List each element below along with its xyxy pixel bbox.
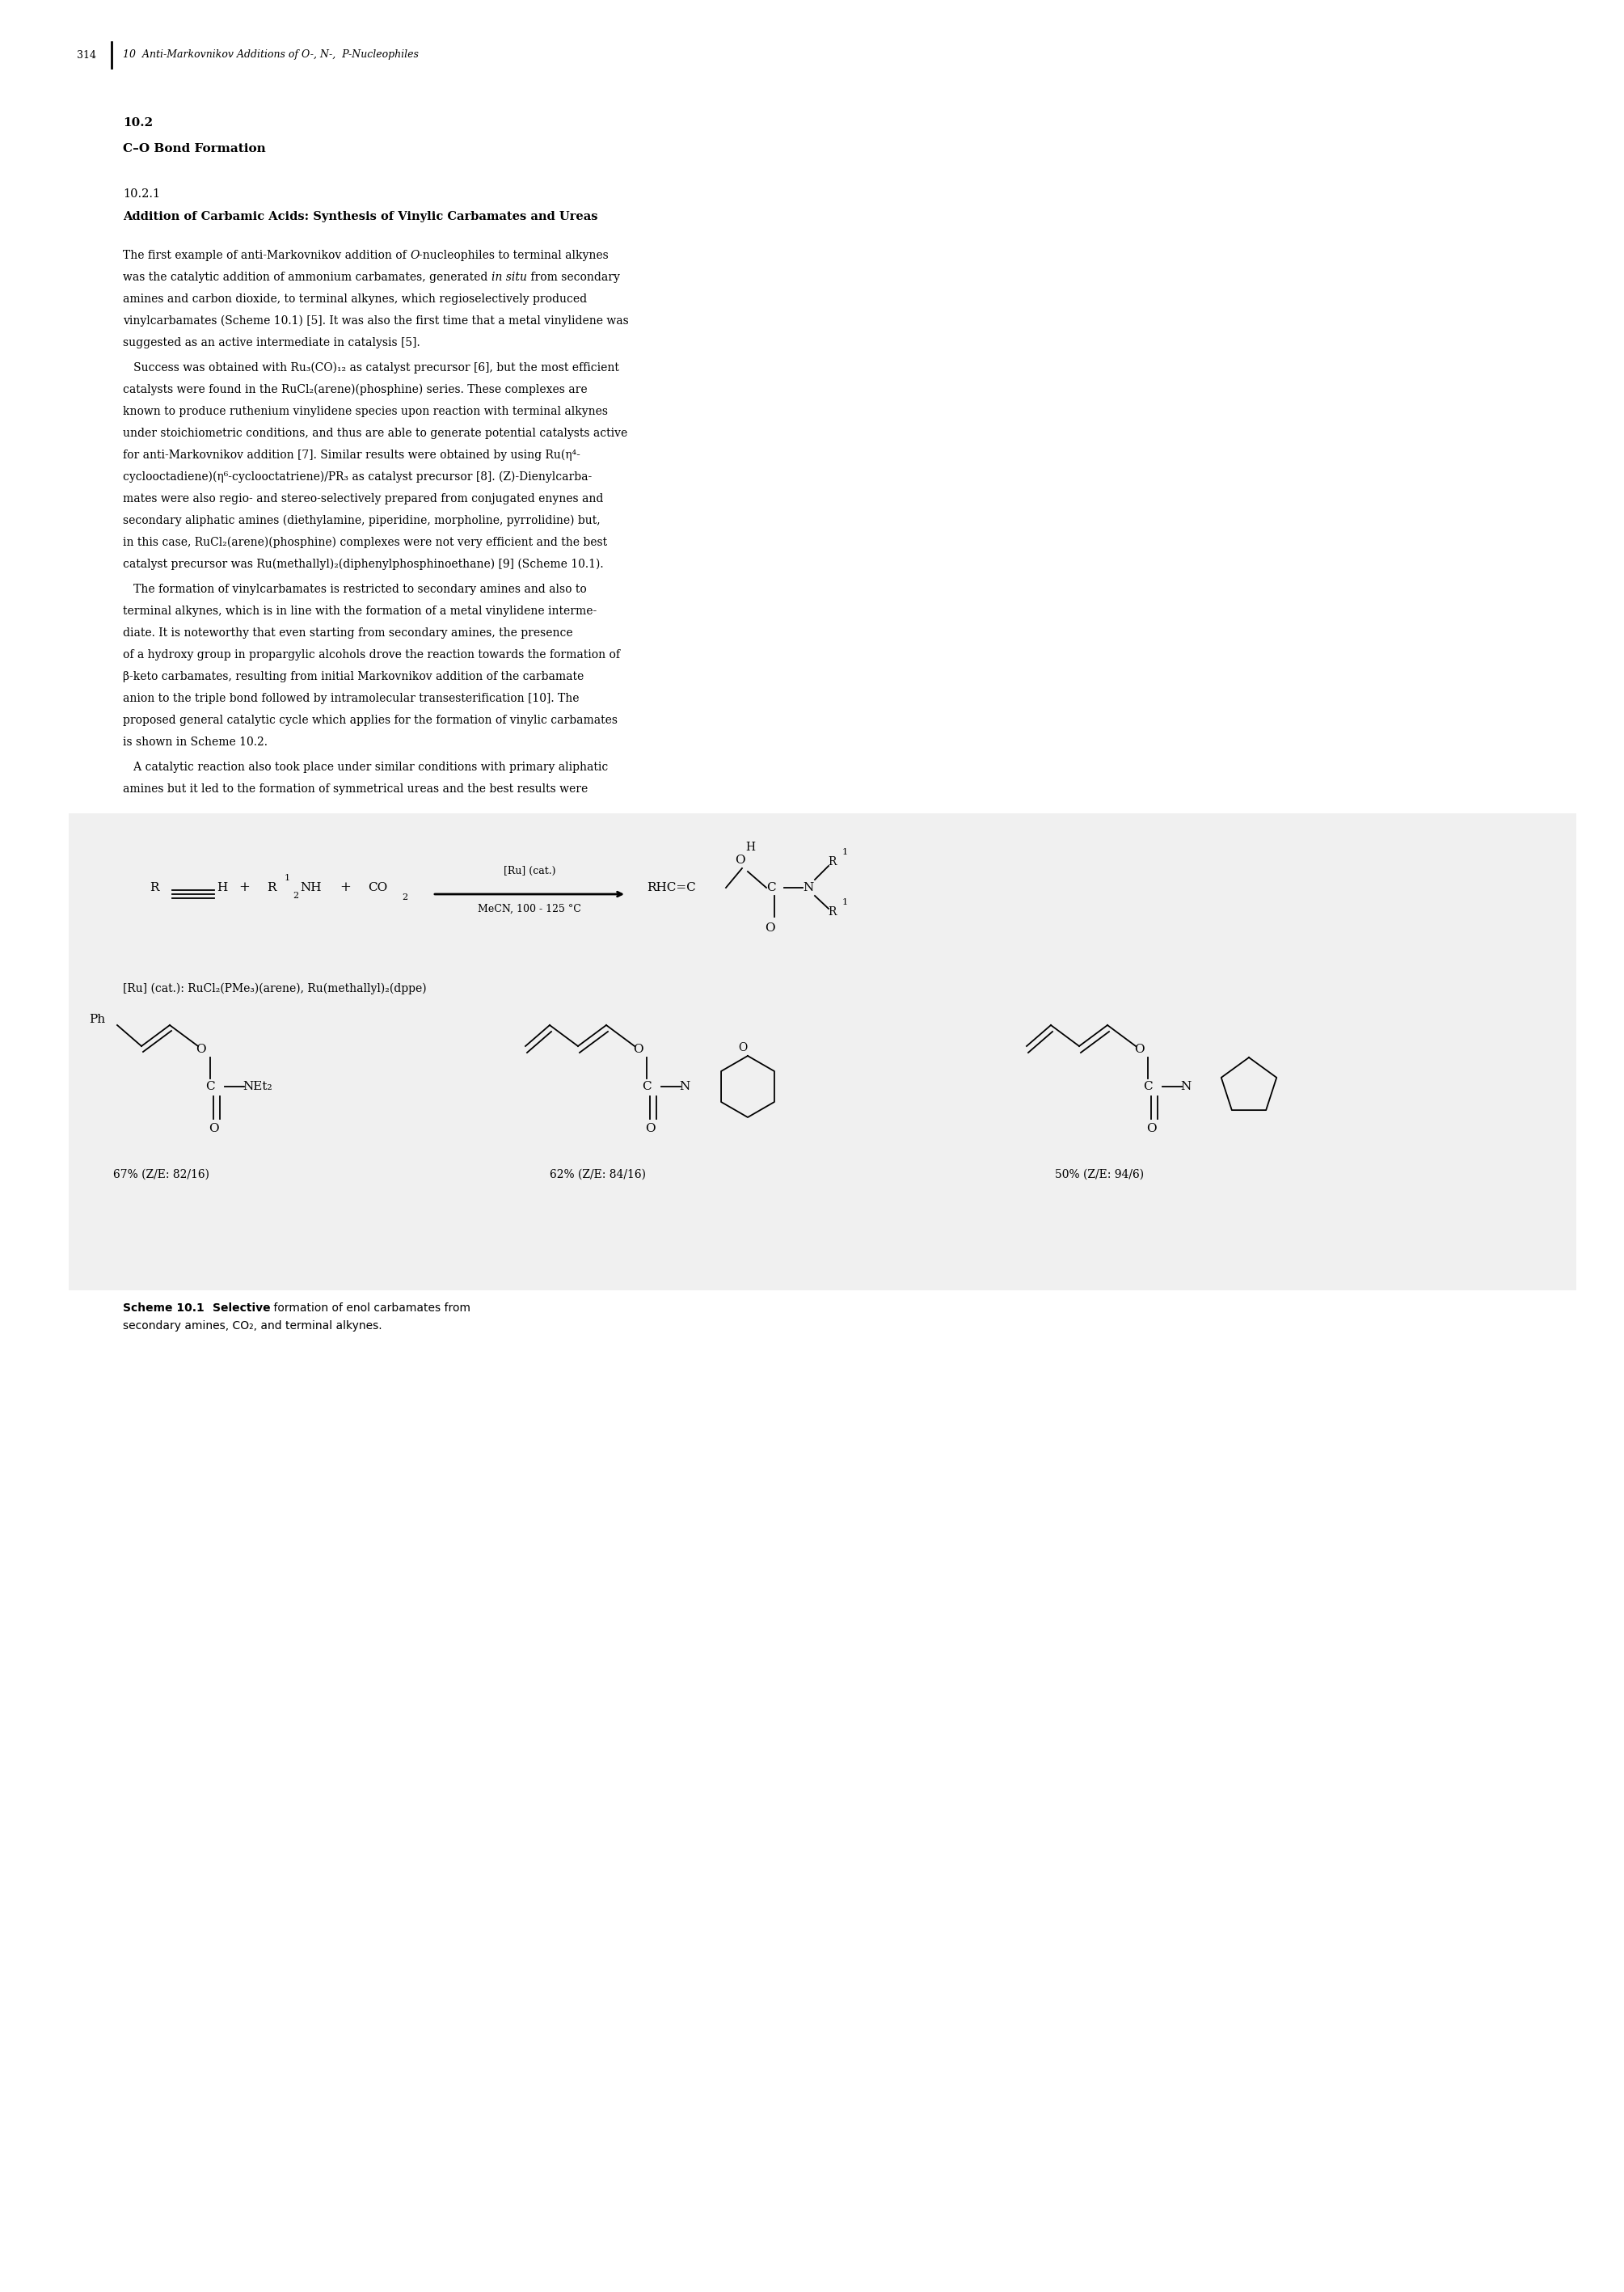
Text: O: O	[765, 921, 775, 933]
Text: anion to the triple bond followed by intramolecular transesterification [10]. Th: anion to the triple bond followed by int…	[123, 692, 580, 704]
Text: known to produce ruthenium vinylidene species upon reaction with terminal alkyne: known to produce ruthenium vinylidene sp…	[123, 406, 607, 417]
Text: 67% (Z/E: 82/16): 67% (Z/E: 82/16)	[114, 1169, 209, 1180]
Text: mates were also regio- and stereo-selectively prepared from conjugated enynes an: mates were also regio- and stereo-select…	[123, 493, 604, 504]
Text: catalysts were found in the RuCl₂(arene)(phosphine) series. These complexes are: catalysts were found in the RuCl₂(arene)…	[123, 385, 588, 397]
Text: Addition of Carbamic Acids: Synthesis of Vinylic Carbamates and Ureas: Addition of Carbamic Acids: Synthesis of…	[123, 211, 598, 222]
Text: The first example of anti-Markovnikov addition of: The first example of anti-Markovnikov ad…	[123, 250, 409, 261]
Text: 50% (Z/E: 94/6): 50% (Z/E: 94/6)	[1056, 1169, 1143, 1180]
Text: was the catalytic addition of ammonium carbamates, generated: was the catalytic addition of ammonium c…	[123, 273, 492, 282]
Text: O: O	[1134, 1043, 1145, 1054]
Text: N: N	[679, 1082, 690, 1093]
Text: Success was obtained with Ru₃(CO)₁₂ as catalyst precursor [6], but the most effi: Success was obtained with Ru₃(CO)₁₂ as c…	[123, 362, 619, 374]
Text: Selective: Selective	[213, 1302, 270, 1313]
Text: is shown in Scheme 10.2.: is shown in Scheme 10.2.	[123, 736, 268, 747]
Text: proposed general catalytic cycle which applies for the formation of vinylic carb: proposed general catalytic cycle which a…	[123, 715, 617, 727]
Text: C–O Bond Formation: C–O Bond Formation	[123, 142, 266, 154]
Text: N: N	[1181, 1082, 1190, 1093]
Text: in this case, RuCl₂(arene)(phosphine) complexes were not very efficient and the : in this case, RuCl₂(arene)(phosphine) co…	[123, 536, 607, 548]
Text: O: O	[633, 1043, 643, 1054]
Text: 2: 2	[292, 892, 299, 901]
Text: 10.2: 10.2	[123, 117, 153, 128]
Text: RHC=C: RHC=C	[646, 882, 695, 894]
Text: H: H	[216, 882, 227, 894]
Text: [Ru] (cat.): RuCl₂(PMe₃)(arene), Ru(methallyl)₂(dppe): [Ru] (cat.): RuCl₂(PMe₃)(arene), Ru(meth…	[123, 983, 427, 995]
Text: A catalytic reaction also took place under similar conditions with primary aliph: A catalytic reaction also took place und…	[123, 761, 607, 772]
Text: amines but it led to the formation of symmetrical ureas and the best results wer: amines but it led to the formation of sy…	[123, 784, 588, 795]
Text: NH: NH	[300, 882, 322, 894]
Text: O: O	[734, 855, 745, 866]
Text: C: C	[767, 882, 776, 894]
Text: under stoichiometric conditions, and thus are able to generate potential catalys: under stoichiometric conditions, and thu…	[123, 429, 627, 440]
Text: secondary amines, CO₂, and terminal alkynes.: secondary amines, CO₂, and terminal alky…	[123, 1320, 382, 1332]
Text: of a hydroxy group in propargylic alcohols drove the reaction towards the format: of a hydroxy group in propargylic alcoho…	[123, 649, 620, 660]
Text: amines and carbon dioxide, to terminal alkynes, which regioselectively produced: amines and carbon dioxide, to terminal a…	[123, 293, 586, 305]
Text: 1: 1	[843, 898, 848, 905]
Text: 10.2.1: 10.2.1	[123, 188, 161, 199]
Text: 2: 2	[401, 894, 408, 901]
Text: suggested as an active intermediate in catalysis [5].: suggested as an active intermediate in c…	[123, 337, 421, 348]
Text: vinylcarbamates (Scheme 10.1) [5]. It was also the first time that a metal vinyl: vinylcarbamates (Scheme 10.1) [5]. It wa…	[123, 316, 628, 328]
Text: +: +	[339, 880, 351, 894]
Text: C: C	[641, 1082, 651, 1093]
Text: R: R	[266, 882, 276, 894]
Text: +: +	[239, 880, 250, 894]
Text: R: R	[149, 882, 159, 894]
Text: CO: CO	[367, 882, 388, 894]
Text: 1: 1	[284, 873, 291, 882]
Text: O: O	[195, 1043, 206, 1054]
Text: MeCN, 100 - 125 °C: MeCN, 100 - 125 °C	[477, 903, 581, 915]
Text: Ph: Ph	[89, 1013, 106, 1025]
Text: from secondary: from secondary	[526, 273, 620, 282]
Text: O: O	[208, 1123, 219, 1135]
Bar	[68, 814, 1577, 1290]
Text: 10  Anti-Markovnikov Additions of O-, N-,  P-Nucleophiles: 10 Anti-Markovnikov Additions of O-, N-,…	[123, 50, 419, 60]
Text: R: R	[828, 905, 836, 917]
Text: O: O	[645, 1123, 654, 1135]
Text: O: O	[739, 1043, 747, 1054]
Text: O: O	[409, 250, 419, 261]
Text: -nucleophiles to terminal alkynes: -nucleophiles to terminal alkynes	[419, 250, 609, 261]
Text: The formation of vinylcarbamates is restricted to secondary amines and also to: The formation of vinylcarbamates is rest…	[123, 584, 586, 596]
Text: C: C	[1143, 1082, 1153, 1093]
Text: β-keto carbamates, resulting from initial Markovnikov addition of the carbamate: β-keto carbamates, resulting from initia…	[123, 672, 585, 683]
Text: C: C	[205, 1082, 214, 1093]
Text: 62% (Z/E: 84/16): 62% (Z/E: 84/16)	[551, 1169, 646, 1180]
Text: Scheme 10.1: Scheme 10.1	[123, 1302, 213, 1313]
Text: for anti-Markovnikov addition [7]. Similar results were obtained by using Ru(η⁴-: for anti-Markovnikov addition [7]. Simil…	[123, 449, 580, 461]
Text: cyclooctadiene)(η⁶-cyclooctatriene)/PR₃ as catalyst precursor [8]. (Z)-Dienylcar: cyclooctadiene)(η⁶-cyclooctatriene)/PR₃ …	[123, 472, 591, 484]
Text: formation of enol carbamates from: formation of enol carbamates from	[270, 1302, 471, 1313]
Text: NEt₂: NEt₂	[242, 1082, 273, 1093]
Text: O: O	[1147, 1123, 1156, 1135]
Text: terminal alkynes, which is in line with the formation of a metal vinylidene inte: terminal alkynes, which is in line with …	[123, 605, 596, 617]
Text: in situ: in situ	[492, 273, 526, 282]
Text: diate. It is noteworthy that even starting from secondary amines, the presence: diate. It is noteworthy that even starti…	[123, 628, 573, 639]
Text: 314: 314	[76, 50, 96, 60]
Text: secondary aliphatic amines (diethylamine, piperidine, morpholine, pyrrolidine) b: secondary aliphatic amines (diethylamine…	[123, 516, 601, 527]
Text: N: N	[802, 882, 814, 894]
Text: H: H	[745, 841, 755, 853]
Text: 1: 1	[843, 848, 848, 857]
Text: catalyst precursor was Ru(methallyl)₂(diphenylphosphinoethane) [9] (Scheme 10.1): catalyst precursor was Ru(methallyl)₂(di…	[123, 559, 604, 571]
Text: R: R	[828, 857, 836, 866]
Text: [Ru] (cat.): [Ru] (cat.)	[503, 866, 555, 876]
